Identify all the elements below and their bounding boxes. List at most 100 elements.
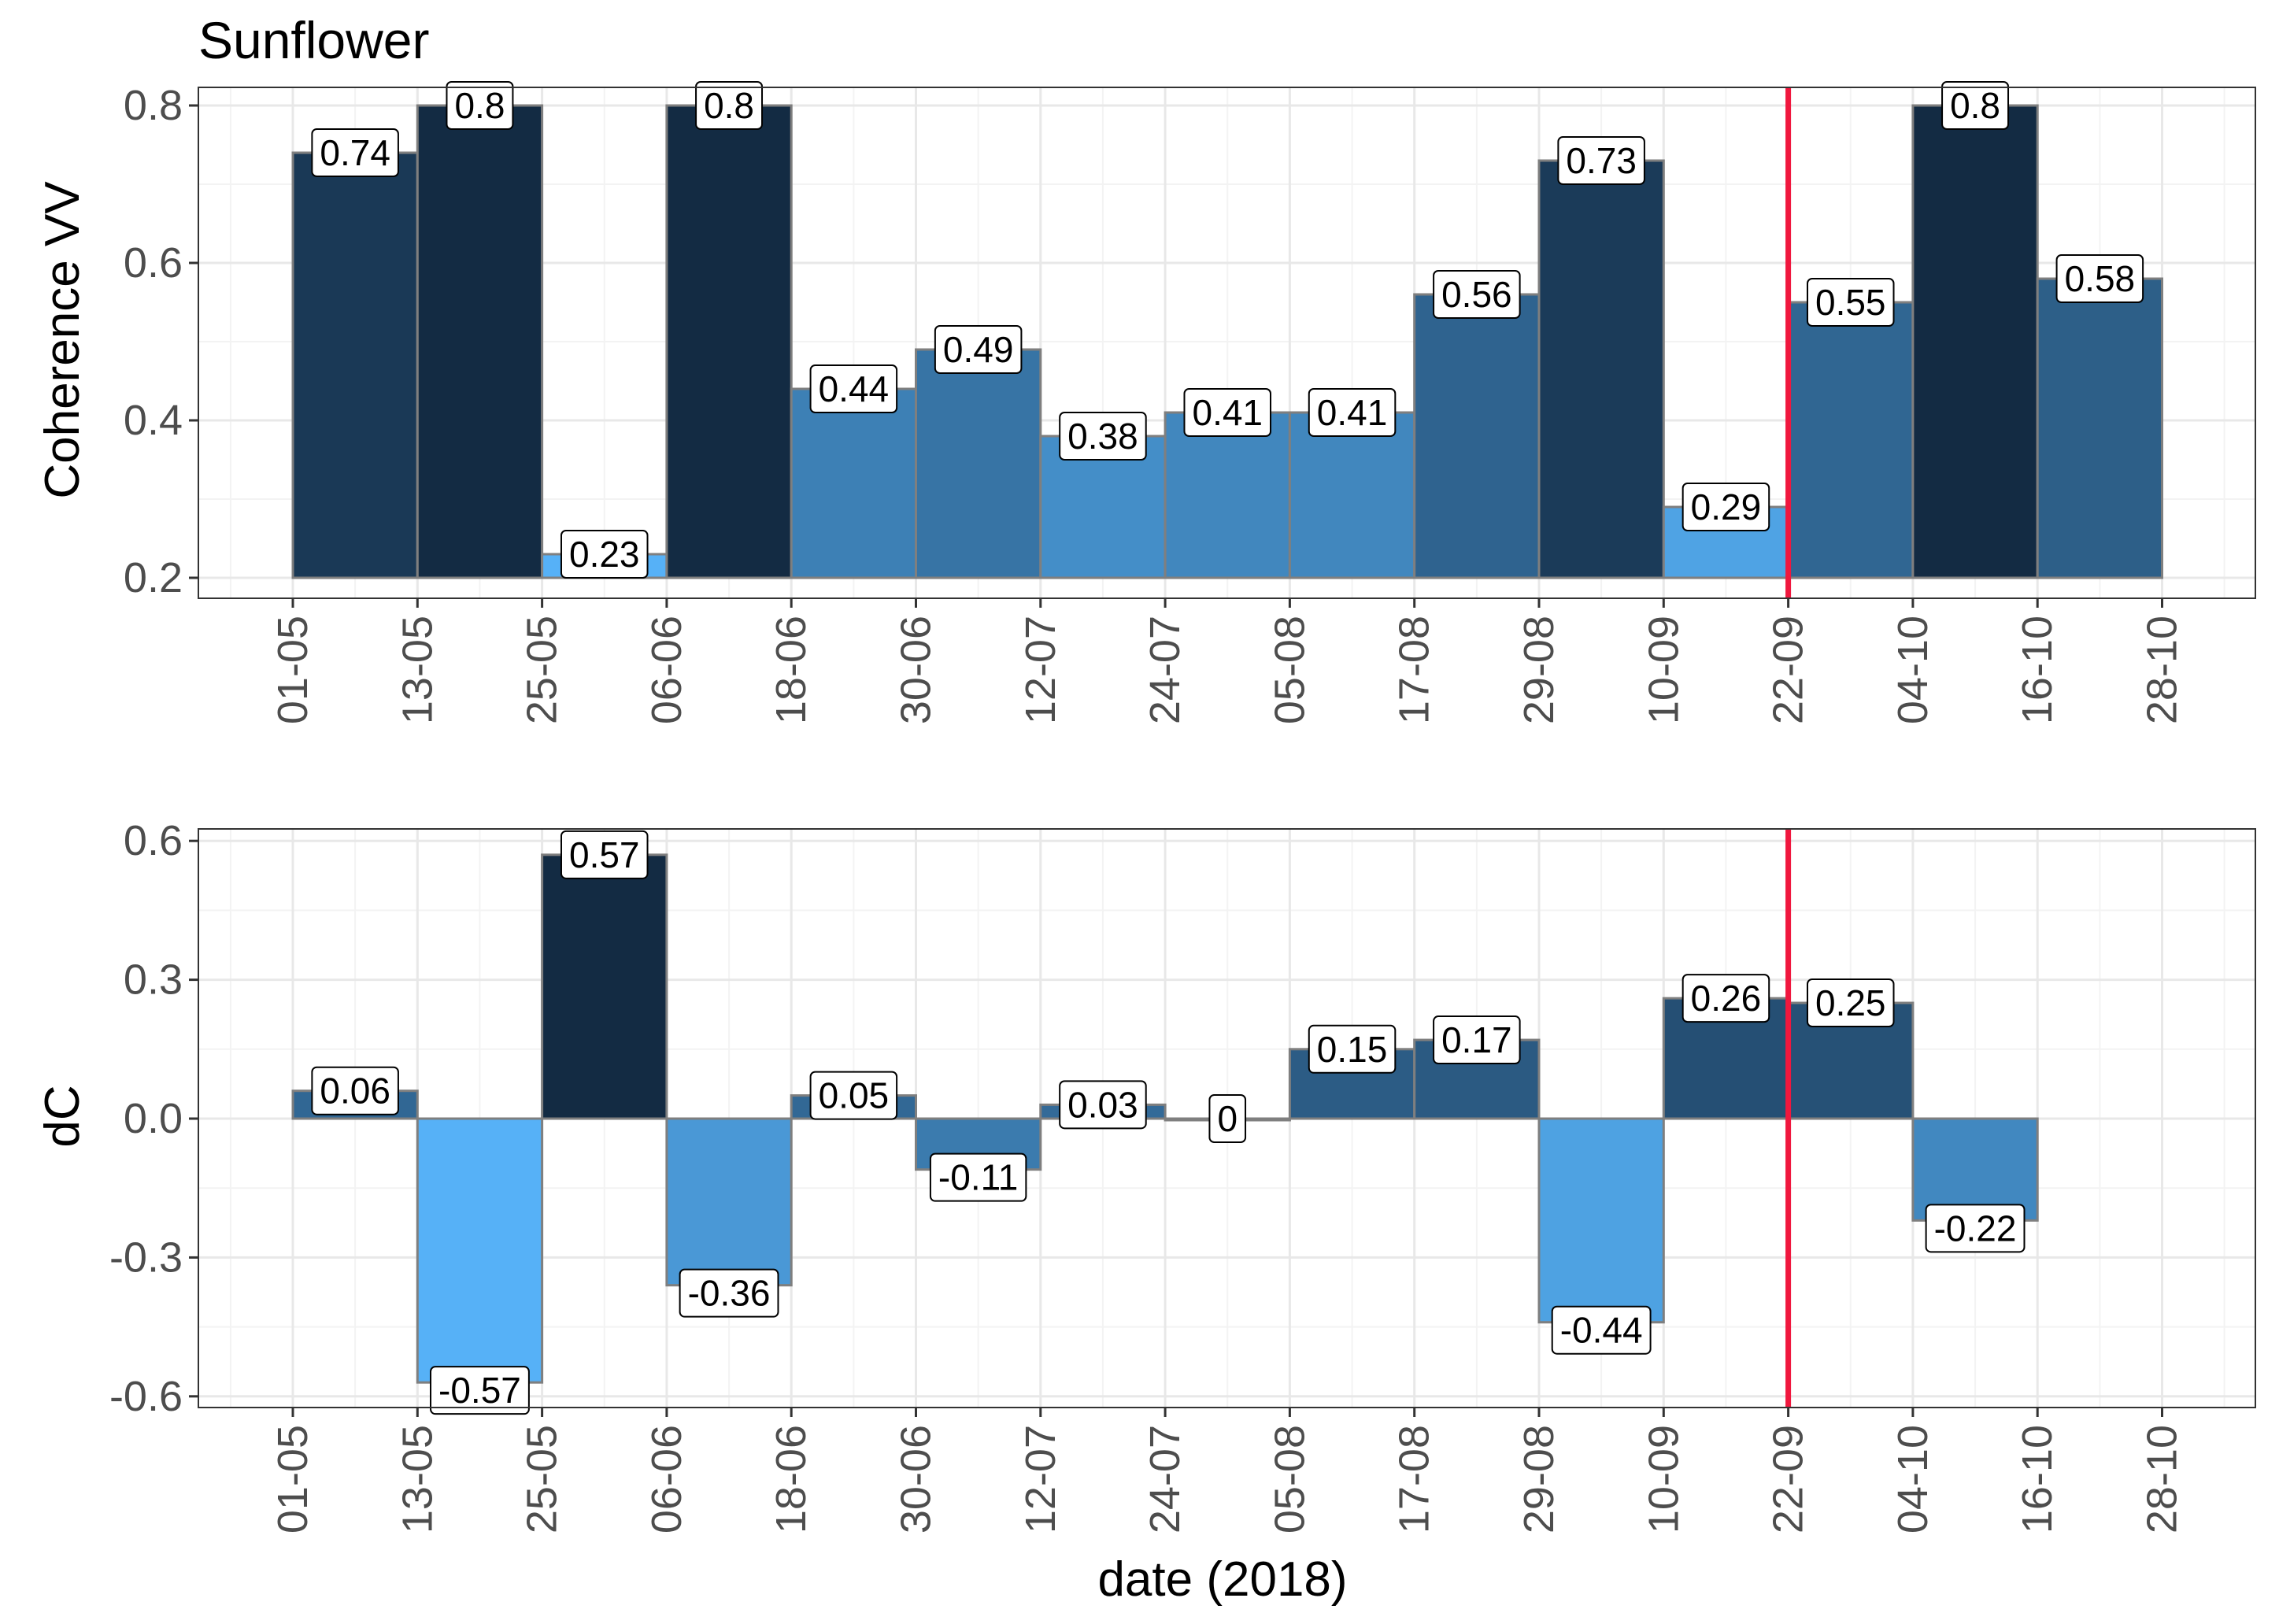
data-label-box [1806,278,1895,327]
x-tick-label: 30-06 [893,1425,940,1533]
panel-border [198,87,2256,599]
x-tick-label: 10-09 [1640,1425,1687,1533]
data-label-text: 0.03 [1067,1084,1138,1125]
x-tick-label: 06-06 [643,1425,690,1533]
data-label-box [446,81,514,130]
data-label: 0.56 [1433,270,1521,319]
data-label: 0.15 [1308,1024,1397,1074]
bar [1537,1117,1665,1324]
x-tick-label: 16-10 [2014,616,2061,724]
data-label-box [1433,1015,1521,1065]
data-label-text: 0.29 [1691,486,1762,527]
data-label-text: 0.05 [819,1075,890,1116]
data-label-box [560,530,649,579]
data-label: -0.36 [679,1268,779,1318]
y-tick-label: -0.3 [109,1234,183,1281]
data-label: 0.73 [1557,136,1645,185]
data-label-text: 0.06 [320,1071,390,1112]
x-tick-label: 24-07 [1141,616,1189,724]
data-label-box [1941,81,2010,130]
data-label-box [311,128,399,177]
bar [1911,104,2039,579]
data-label-box [695,81,764,130]
x-tick-label: 24-07 [1141,1425,1189,1533]
data-label-text: 0.23 [569,534,640,575]
data-label: 0.38 [1059,412,1147,461]
data-label-text: 0.74 [320,132,390,173]
bar [416,1117,544,1384]
x-tick-label: 13-05 [394,616,441,724]
data-label: 0.44 [809,364,898,413]
data-label-text: 0.49 [943,329,1014,370]
data-label: -0.22 [1925,1204,2026,1253]
data-label: 0 [1208,1094,1247,1143]
data-label-text: 0.8 [1950,85,2000,126]
data-label: 0.26 [1682,974,1770,1023]
data-label-box [1308,1024,1397,1074]
data-label-box [1208,1094,1247,1143]
data-label-box [1433,270,1521,319]
x-tick-label: 25-05 [519,1425,566,1533]
data-label-text: 0.15 [1317,1029,1388,1070]
data-label-text: -0.11 [938,1157,1018,1198]
x-tick-label: 18-06 [768,1425,815,1533]
data-label-box [679,1268,779,1318]
data-label: 0.23 [560,530,649,579]
data-label: 0.17 [1433,1015,1521,1065]
data-label-text: 0.55 [1815,282,1886,323]
data-label-box [1682,483,1770,531]
y-tick-label: 0.2 [124,554,183,601]
data-label: 0.55 [1806,278,1895,327]
x-tick-label: 05-08 [1266,1425,1313,1533]
x-tick-label: 17-08 [1391,1425,1438,1533]
x-tick-label: 13-05 [394,1425,441,1533]
bar [1288,411,1416,579]
data-label-text: -0.36 [688,1273,771,1314]
y-tick-label: 0.6 [124,817,183,864]
y-tick-label: -0.6 [109,1373,183,1420]
data-label: 0.8 [695,81,764,130]
x-tick-label: 16-10 [2014,1425,2061,1533]
bar [790,387,918,579]
x-tick-label: 22-09 [1765,1425,1812,1533]
x-tick-label: 28-10 [2139,616,2186,724]
x-tick-label: 12-07 [1017,616,1064,724]
bar [665,1117,793,1287]
bar [665,104,793,579]
data-label: 0.05 [809,1071,898,1120]
data-label-text: 0.17 [1441,1019,1512,1060]
x-tick-label: 12-07 [1017,1425,1064,1533]
data-label-text: 0.56 [1441,274,1512,315]
data-label-box [809,364,898,413]
data-label: 0.58 [2055,254,2144,303]
bar [2036,277,2163,579]
y-tick-label: 0.0 [124,1095,183,1142]
bar [291,151,419,579]
data-label-box [1183,388,1272,437]
data-label-box [430,1366,530,1415]
x-tick-label: 28-10 [2139,1425,2186,1533]
data-label: 0.8 [1941,81,2010,130]
data-label-text: 0.8 [454,85,505,126]
data-label-text: 0.44 [819,368,890,409]
bar [541,853,668,1120]
bar [1537,159,1665,579]
data-label: 0.25 [1806,978,1895,1027]
x-tick-label: 29-08 [1515,616,1563,724]
x-tick-label: 29-08 [1515,1425,1563,1533]
data-label-box [1308,388,1397,437]
bar [1413,293,1541,579]
data-label-box [1925,1204,2026,1253]
data-label-text: 0.25 [1815,982,1886,1023]
data-label: 0.41 [1308,388,1397,437]
data-label-text: 0.73 [1566,140,1637,181]
bar [1164,411,1291,579]
x-tick-label: 04-10 [1889,616,1937,724]
dc-panel: 0.06 -0.57 0.57 -0.36 0.05 -0.11 0.03 0 0.15 0.17… [109,817,2256,1533]
data-label-text: 0.58 [2065,258,2136,299]
coherence-vv-panel: 0.74 0.8 0.23 0.8 0.44 0.49 0.38 0.41 0.41 0.56 0.… [124,81,2256,724]
data-label: 0.03 [1059,1080,1147,1130]
data-label-box [311,1066,399,1115]
data-label: 0.49 [934,325,1023,374]
x-tick-label: 04-10 [1889,1425,1937,1533]
